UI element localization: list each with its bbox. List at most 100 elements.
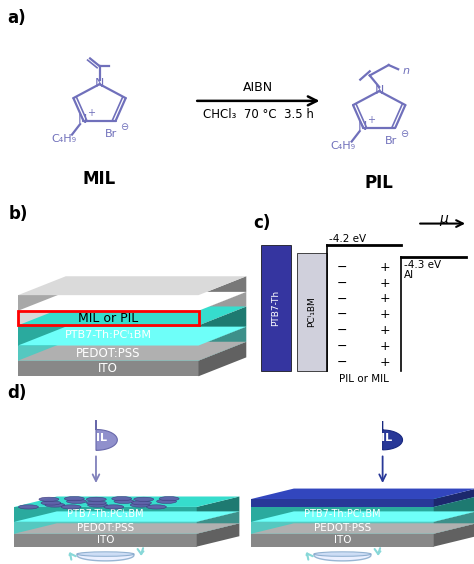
Text: +: + bbox=[380, 324, 390, 337]
Ellipse shape bbox=[146, 505, 166, 509]
Text: Br: Br bbox=[384, 136, 397, 146]
Text: N: N bbox=[357, 121, 367, 134]
Polygon shape bbox=[14, 534, 197, 547]
Ellipse shape bbox=[104, 505, 124, 509]
Ellipse shape bbox=[86, 501, 106, 505]
Text: −: − bbox=[337, 293, 347, 306]
Polygon shape bbox=[199, 342, 246, 376]
Ellipse shape bbox=[131, 501, 151, 505]
Polygon shape bbox=[251, 522, 434, 534]
Text: CHCl₃  70 °C  3.5 h: CHCl₃ 70 °C 3.5 h bbox=[203, 108, 314, 121]
Polygon shape bbox=[18, 325, 199, 346]
Text: N: N bbox=[78, 113, 87, 126]
Ellipse shape bbox=[314, 552, 371, 556]
Polygon shape bbox=[197, 523, 239, 547]
Polygon shape bbox=[18, 311, 199, 325]
Text: AIBN: AIBN bbox=[243, 81, 273, 94]
Ellipse shape bbox=[39, 497, 59, 501]
Text: MIL or PIL: MIL or PIL bbox=[78, 311, 138, 324]
Ellipse shape bbox=[156, 499, 176, 504]
Text: PIL: PIL bbox=[373, 433, 392, 443]
Text: +: + bbox=[380, 356, 390, 369]
Text: −: − bbox=[337, 324, 347, 337]
Polygon shape bbox=[14, 507, 197, 522]
Polygon shape bbox=[197, 496, 239, 522]
Text: ITO: ITO bbox=[98, 362, 118, 375]
Text: C₄H₉: C₄H₉ bbox=[330, 140, 356, 151]
Text: −: − bbox=[337, 356, 347, 369]
Text: MIL: MIL bbox=[83, 170, 116, 188]
Text: PIL: PIL bbox=[365, 174, 393, 192]
Text: +: + bbox=[380, 340, 390, 353]
Ellipse shape bbox=[130, 503, 150, 507]
Text: Br: Br bbox=[105, 129, 117, 139]
Polygon shape bbox=[18, 295, 199, 311]
Text: c): c) bbox=[253, 214, 271, 232]
Polygon shape bbox=[251, 523, 474, 534]
Text: +: + bbox=[380, 261, 390, 274]
Ellipse shape bbox=[41, 501, 61, 505]
Text: b): b) bbox=[9, 205, 28, 223]
Text: μ: μ bbox=[439, 212, 448, 226]
Ellipse shape bbox=[134, 497, 154, 501]
Polygon shape bbox=[18, 360, 199, 376]
Polygon shape bbox=[18, 327, 246, 346]
Text: Al: Al bbox=[102, 297, 114, 310]
Polygon shape bbox=[251, 496, 474, 507]
Text: ITO: ITO bbox=[97, 535, 114, 545]
Text: PTB7-Th:PCⁱ₁BM: PTB7-Th:PCⁱ₁BM bbox=[65, 331, 152, 341]
Text: d): d) bbox=[7, 384, 27, 402]
Text: a): a) bbox=[7, 8, 26, 27]
Ellipse shape bbox=[88, 503, 108, 507]
Polygon shape bbox=[199, 306, 246, 346]
Text: +: + bbox=[87, 108, 95, 118]
Ellipse shape bbox=[45, 503, 65, 507]
Bar bbox=[297, 253, 327, 371]
Polygon shape bbox=[314, 554, 371, 561]
Ellipse shape bbox=[66, 499, 86, 504]
Text: PTB7-Th:PCⁱ₁BM: PTB7-Th:PCⁱ₁BM bbox=[67, 509, 144, 519]
Polygon shape bbox=[18, 276, 246, 295]
Text: Al: Al bbox=[404, 270, 414, 280]
Text: -4.3 eV: -4.3 eV bbox=[404, 260, 441, 270]
Text: −: − bbox=[337, 261, 347, 274]
Polygon shape bbox=[251, 507, 434, 522]
Polygon shape bbox=[18, 346, 199, 360]
Text: PIL or MIL: PIL or MIL bbox=[339, 374, 389, 384]
Polygon shape bbox=[251, 534, 434, 547]
Polygon shape bbox=[96, 420, 117, 450]
Polygon shape bbox=[199, 327, 246, 360]
Text: MIL: MIL bbox=[85, 433, 107, 443]
Text: +: + bbox=[380, 309, 390, 321]
Text: PEDOT:PSS: PEDOT:PSS bbox=[314, 523, 371, 533]
Polygon shape bbox=[14, 512, 239, 522]
Ellipse shape bbox=[159, 496, 179, 501]
Ellipse shape bbox=[18, 505, 38, 509]
Polygon shape bbox=[18, 306, 246, 325]
Polygon shape bbox=[434, 488, 474, 507]
Text: +: + bbox=[380, 276, 390, 289]
Ellipse shape bbox=[64, 496, 84, 501]
Text: ⊖: ⊖ bbox=[120, 122, 128, 132]
Polygon shape bbox=[434, 512, 474, 534]
Text: N: N bbox=[374, 84, 384, 97]
Polygon shape bbox=[251, 512, 474, 522]
Text: -4.2 eV: -4.2 eV bbox=[329, 234, 366, 244]
Text: PCⁱ₁BM: PCⁱ₁BM bbox=[307, 297, 316, 328]
Polygon shape bbox=[383, 421, 402, 450]
Polygon shape bbox=[251, 499, 434, 507]
Polygon shape bbox=[14, 522, 197, 534]
Text: −: − bbox=[337, 340, 347, 353]
Text: ITO: ITO bbox=[334, 535, 351, 545]
Polygon shape bbox=[14, 523, 239, 534]
Ellipse shape bbox=[86, 497, 106, 501]
Text: +: + bbox=[367, 115, 375, 125]
Polygon shape bbox=[77, 554, 134, 561]
Text: PTB7-Th:PCⁱ₁BM: PTB7-Th:PCⁱ₁BM bbox=[304, 509, 381, 519]
Bar bbox=[261, 245, 291, 371]
Ellipse shape bbox=[112, 496, 132, 501]
Polygon shape bbox=[251, 488, 474, 499]
Text: −: − bbox=[337, 276, 347, 289]
Text: PTB7-Th: PTB7-Th bbox=[272, 290, 281, 326]
Ellipse shape bbox=[61, 505, 81, 509]
